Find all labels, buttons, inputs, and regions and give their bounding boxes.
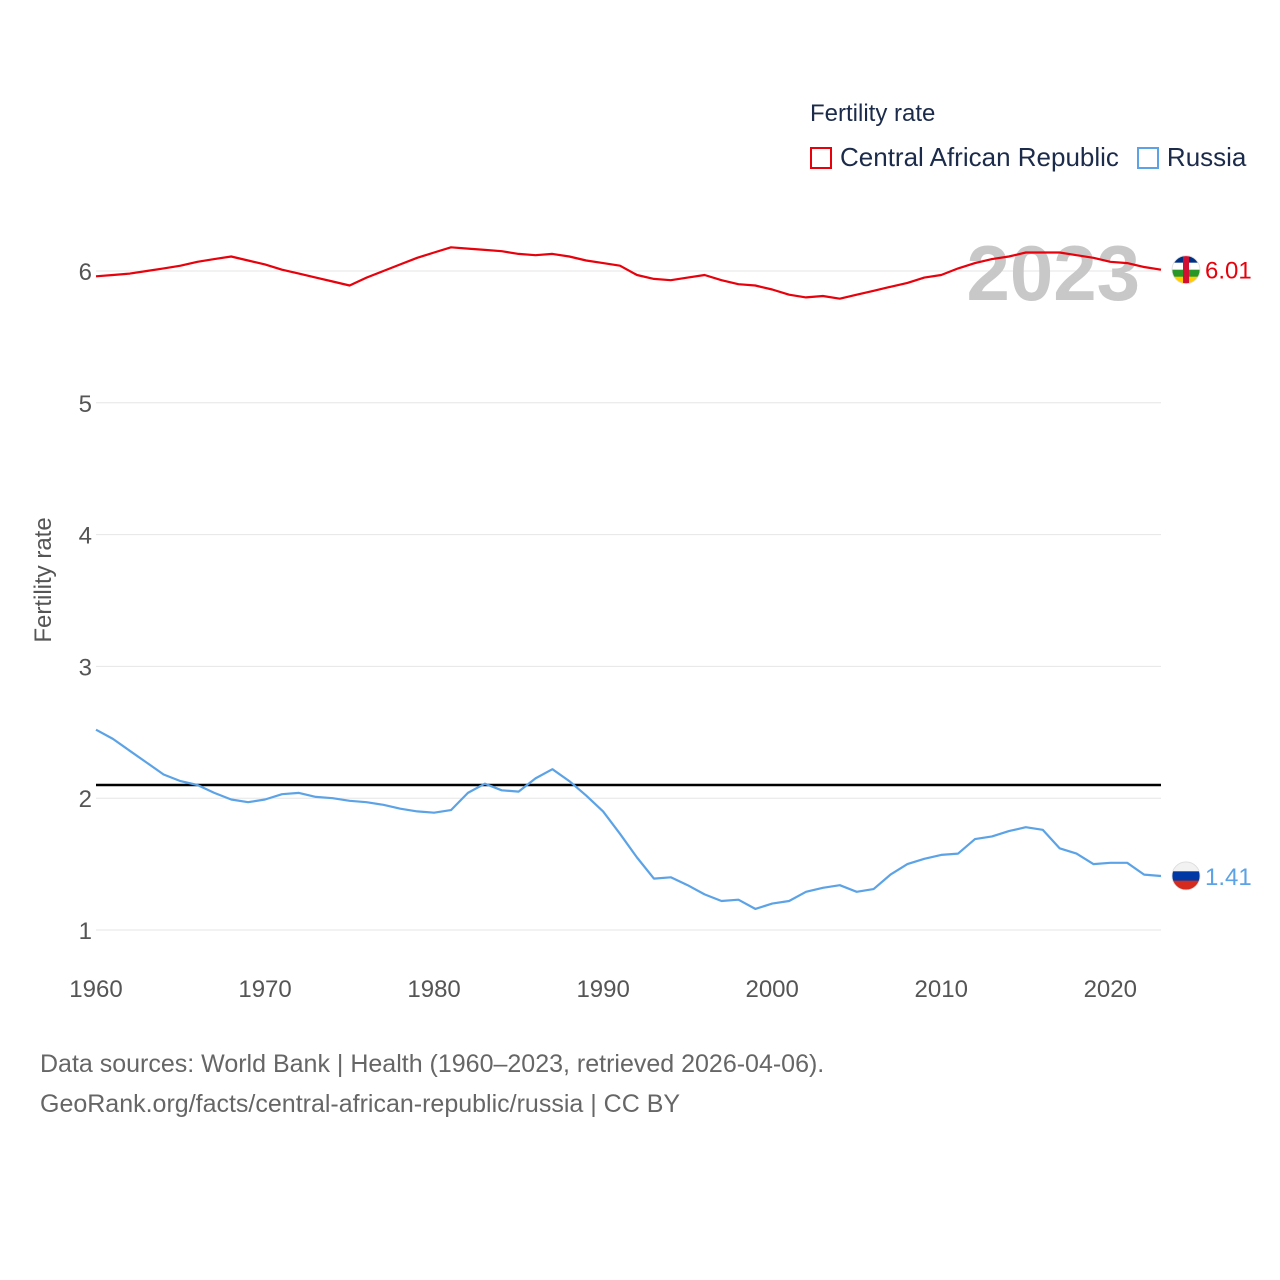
y-tick-label: 6 bbox=[79, 259, 92, 286]
legend-label-russia: Russia bbox=[1166, 142, 1247, 172]
source-link-text[interactable]: GeoRank.org/facts/central-african-republ… bbox=[40, 1090, 681, 1118]
series-line-russia bbox=[95, 728, 1162, 911]
legend-title: Fertility rate bbox=[810, 100, 936, 127]
x-tick-label: 1990 bbox=[576, 976, 629, 1003]
y-axis-label: Fertility rate bbox=[30, 517, 57, 642]
legend-item-russia[interactable]: Russia bbox=[1136, 142, 1247, 173]
x-tick-label: 1970 bbox=[238, 976, 291, 1003]
x-tick-label: 2000 bbox=[745, 976, 798, 1003]
x-tick-label: 1980 bbox=[407, 976, 460, 1003]
y-axis-ticks: 1 2 3 4 5 6 bbox=[79, 259, 92, 945]
end-value-label-central-african-republic: 6.01 bbox=[1205, 258, 1252, 285]
legend-swatch-russia bbox=[1136, 146, 1159, 169]
legend-swatch-central-african-republic bbox=[810, 146, 832, 169]
legend-item-central-african-republic[interactable]: Central African Republic bbox=[810, 142, 1119, 173]
y-tick-label: 2 bbox=[79, 786, 92, 813]
footer: Data sources: World Bank | Health (1960–… bbox=[40, 1044, 824, 1124]
series-line-central-african-republic bbox=[95, 246, 1162, 300]
y-tick-label: 4 bbox=[79, 523, 92, 550]
y-tick-label: 1 bbox=[79, 918, 92, 945]
year-watermark: 2023 bbox=[966, 229, 1140, 317]
gridlines bbox=[96, 270, 1161, 931]
x-tick-label: 2020 bbox=[1084, 976, 1137, 1003]
y-tick-label: 5 bbox=[79, 391, 92, 418]
russia-flag-icon bbox=[1171, 861, 1201, 891]
data-sources-text: Data sources: World Bank | Health (1960–… bbox=[40, 1050, 825, 1078]
series-lines: 6.01 1.41 bbox=[95, 246, 1252, 911]
x-tick-label: 1960 bbox=[69, 976, 122, 1003]
y-tick-label: 3 bbox=[79, 654, 92, 681]
x-tick-label: 2010 bbox=[915, 976, 968, 1003]
legend: Central African Republic Russia bbox=[810, 142, 1264, 173]
x-axis-ticks: 1960 1970 1980 1990 2000 2010 2020 bbox=[69, 976, 1137, 1003]
end-value-label-russia: 1.41 bbox=[1205, 864, 1252, 891]
legend-label-central-african-republic: Central African Republic bbox=[840, 142, 1119, 172]
central-african-republic-flag-icon bbox=[1171, 255, 1201, 285]
